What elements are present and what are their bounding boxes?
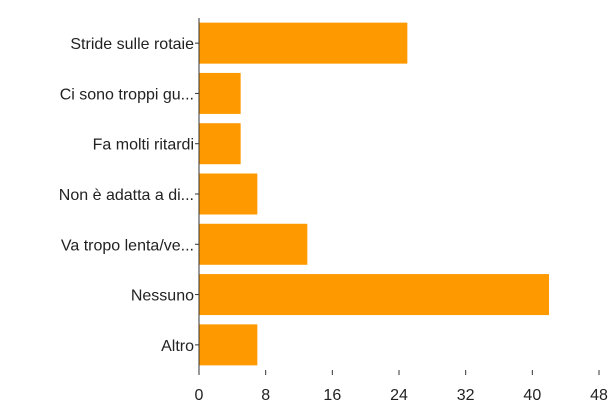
bar-6 [199, 324, 258, 366]
bars-group [199, 22, 549, 366]
category-label-0: Stride sulle rotaie [70, 36, 194, 53]
category-label-3: Non è adatta a di... [59, 187, 194, 204]
category-label-5: Nessuno [131, 288, 194, 305]
x-tick-label-2: 16 [323, 387, 341, 404]
bar-2 [199, 123, 241, 165]
x-tick-label-4: 32 [457, 387, 475, 404]
category-label-6: Altro [161, 338, 194, 355]
x-tick-label-5: 40 [523, 387, 541, 404]
x-tick-label-1: 8 [261, 387, 270, 404]
bar-3 [199, 173, 258, 215]
x-tick-label-3: 24 [390, 387, 408, 404]
category-label-2: Fa molti ritardi [93, 137, 194, 154]
x-tick-label-6: 48 [590, 387, 608, 404]
bar-0 [199, 22, 408, 64]
category-label-4: Va tropo lenta/ve... [61, 237, 194, 254]
x-tick-labels: 0 8 16 24 32 40 48 [195, 387, 608, 404]
bar-1 [199, 72, 241, 114]
category-label-1: Ci sono troppi gu... [60, 86, 194, 103]
bar-5 [199, 274, 549, 316]
x-tick-label-0: 0 [195, 387, 204, 404]
axes-group [195, 18, 600, 375]
category-labels: Stride sulle rotaie Ci sono troppi gu... F… [59, 36, 194, 355]
bar-4 [199, 223, 308, 265]
